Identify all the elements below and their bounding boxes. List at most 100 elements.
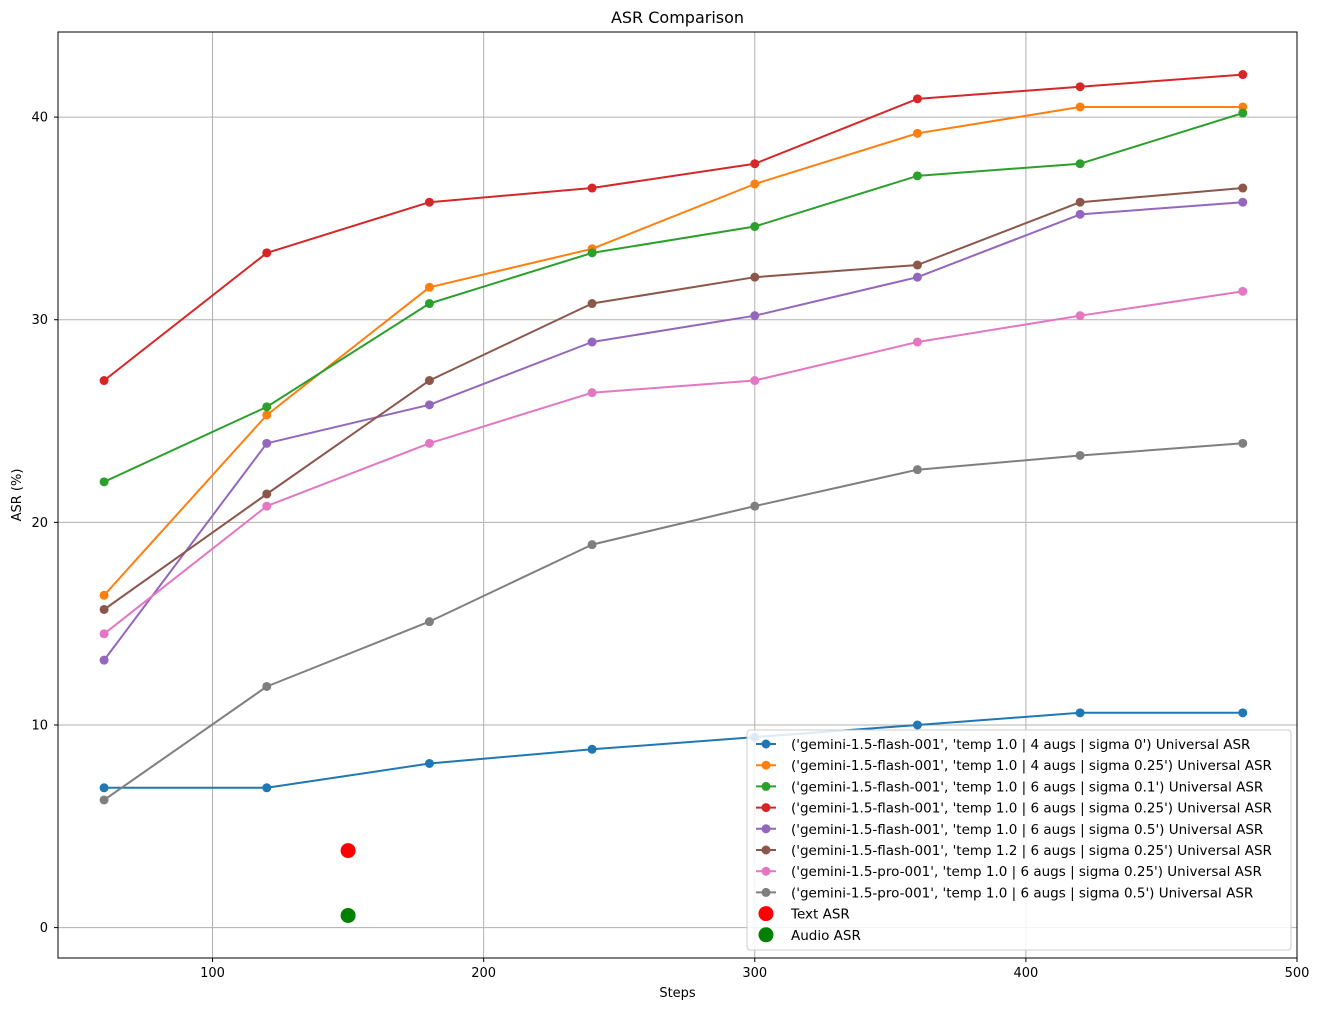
y-tick-label: 10 (31, 718, 48, 733)
data-point (1075, 209, 1085, 219)
data-point (750, 376, 760, 386)
series-line (103, 201, 1243, 661)
y-tick-label: 0 (40, 921, 48, 936)
data-point (587, 744, 597, 754)
series-6 (99, 183, 1248, 614)
data-point (912, 171, 922, 181)
data-point (1238, 70, 1248, 80)
data-point (1075, 197, 1085, 207)
legend-item: ('gemini-1.5-pro-001', 'temp 1.0 | 6 aug… (756, 864, 1262, 880)
data-point (587, 299, 597, 309)
x-tick-label: 400 (1013, 966, 1038, 981)
axis-ticks: 100 200 300 400 500 0 10 20 30 40 (31, 111, 1309, 981)
series-line (103, 442, 1243, 801)
data-point (750, 159, 760, 169)
legend-item: ('gemini-1.5-flash-001', 'temp 1.0 | 4 a… (756, 758, 1272, 774)
data-point (262, 248, 272, 258)
series-line (103, 106, 1243, 596)
plot-area-frame (57, 31, 1298, 959)
data-point (1075, 450, 1085, 460)
data-point (1075, 82, 1085, 92)
data-point (912, 337, 922, 347)
x-tick-label: 500 (1285, 966, 1310, 981)
data-point (912, 465, 922, 475)
data-point (912, 94, 922, 104)
reference-points (340, 843, 356, 923)
series-line (103, 290, 1243, 635)
data-point (99, 590, 109, 600)
data-point (262, 501, 272, 511)
legend-label: ('gemini-1.5-pro-001', 'temp 1.0 | 6 aug… (791, 864, 1262, 880)
series-5 (99, 197, 1248, 665)
data-point (750, 311, 760, 321)
data-point (99, 477, 109, 487)
data-point (912, 720, 922, 730)
legend-swatch-marker (761, 781, 771, 791)
chart-title: ASR Comparison (611, 8, 744, 27)
data-point (262, 410, 272, 420)
legend-label: ('gemini-1.5-flash-001', 'temp 1.0 | 6 a… (791, 822, 1263, 838)
y-tick-label: 30 (31, 313, 48, 328)
data-point (424, 282, 434, 292)
legend-item: ('gemini-1.5-flash-001', 'temp 1.0 | 6 a… (756, 822, 1263, 838)
legend-item: ('gemini-1.5-flash-001', 'temp 1.0 | 4 a… (756, 737, 1250, 753)
x-tick-label: 300 (742, 966, 767, 981)
data-point (99, 795, 109, 805)
legend-label: ('gemini-1.5-flash-001', 'temp 1.0 | 4 a… (791, 758, 1272, 774)
legend: ('gemini-1.5-flash-001', 'temp 1.0 | 4 a… (746, 729, 1292, 951)
data-point (1238, 197, 1248, 207)
data-point (262, 402, 272, 412)
data-point (424, 400, 434, 410)
data-point (424, 197, 434, 207)
x-tick-label: 100 (200, 966, 225, 981)
data-point (912, 272, 922, 282)
reference-point (340, 843, 356, 859)
data-point (912, 128, 922, 138)
legend-swatch-marker (761, 887, 771, 897)
legend-swatch-marker (761, 866, 771, 876)
data-point (750, 501, 760, 511)
legend-box (746, 729, 1292, 951)
series-3 (99, 108, 1248, 487)
legend-label: ('gemini-1.5-flash-001', 'temp 1.0 | 6 a… (791, 801, 1272, 817)
data-point (99, 604, 109, 614)
y-tick-label: 20 (31, 516, 48, 531)
data-point (262, 681, 272, 691)
legend-swatch-marker (761, 760, 771, 770)
data-point (262, 783, 272, 793)
reference-point (340, 907, 356, 923)
data-point (587, 183, 597, 193)
data-point (99, 376, 109, 386)
data-point (587, 540, 597, 550)
legend-item: ('gemini-1.5-pro-001', 'temp 1.0 | 6 aug… (756, 885, 1253, 901)
legend-label: ('gemini-1.5-flash-001', 'temp 1.0 | 6 a… (791, 779, 1263, 795)
legend-item: Text ASR (758, 906, 850, 923)
legend-label: Text ASR (790, 907, 850, 923)
data-point (750, 222, 760, 232)
data-point (1075, 159, 1085, 169)
legend-swatch-marker (758, 906, 774, 922)
series-line (103, 112, 1244, 483)
series-line (104, 711, 1243, 789)
x-tick-label: 200 (471, 966, 496, 981)
data-point (1238, 108, 1248, 118)
series-7 (99, 286, 1248, 639)
legend-label: ('gemini-1.5-flash-001', 'temp 1.0 | 4 a… (791, 737, 1250, 753)
data-point (424, 617, 434, 627)
data-point (1238, 286, 1248, 296)
data-point (99, 655, 109, 665)
legend-swatch-marker (761, 739, 771, 749)
data-point (750, 179, 760, 189)
data-point (424, 299, 434, 309)
data-point (99, 629, 109, 639)
x-axis-label: Steps (659, 986, 696, 1001)
legend-label: Audio ASR (791, 928, 861, 944)
data-point (1238, 183, 1248, 193)
legend-swatch-marker (761, 824, 771, 834)
data-point (424, 758, 434, 768)
data-point (1075, 102, 1085, 112)
data-point (1075, 311, 1085, 321)
legend-swatch-marker (761, 803, 771, 813)
legend-label: ('gemini-1.5-flash-001', 'temp 1.2 | 6 a… (791, 843, 1272, 859)
